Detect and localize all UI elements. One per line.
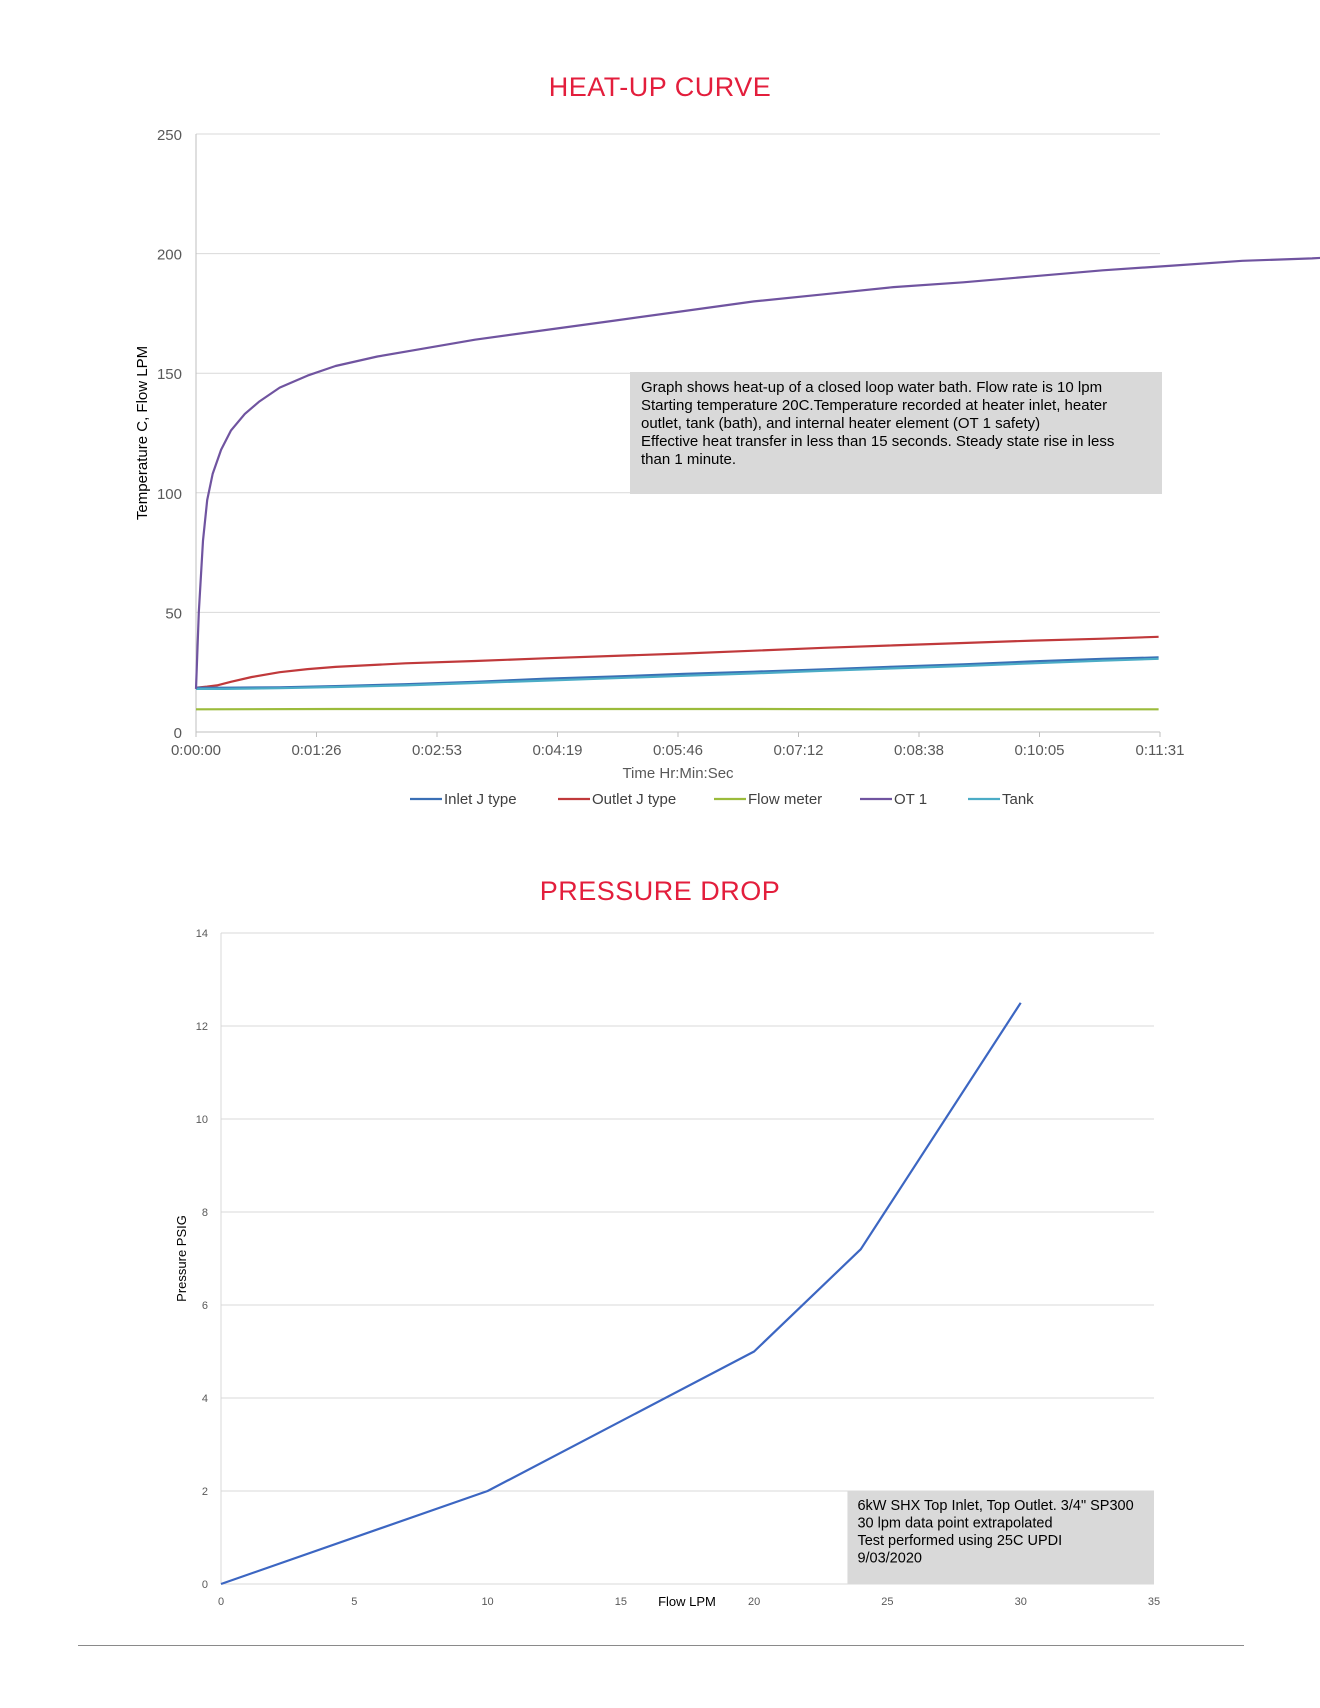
y-tick-label: 2 [202, 1486, 208, 1498]
series-line-outlet-j-type [195, 635, 1159, 689]
y-tick-label: 200 [157, 247, 182, 264]
x-tick-label: 30 [1015, 1596, 1027, 1608]
y-tick-label: 6 [202, 1300, 208, 1312]
annotation-box [847, 1491, 1154, 1584]
series-line-ot-1 [194, 256, 1320, 689]
legend-label: Flow meter [748, 791, 822, 808]
y-tick-label: 150 [157, 366, 182, 383]
annotation-line: Test performed using 25C UPDI [857, 1533, 1062, 1549]
x-tick-label: 0:05:46 [653, 742, 703, 759]
x-tick-label: 15 [615, 1596, 627, 1608]
y-tick-label: 8 [202, 1207, 208, 1219]
annotation-line: outlet, tank (bath), and internal heater… [641, 415, 1040, 432]
pressure-chart-title: PRESSURE DROP [539, 876, 781, 906]
x-tick-label: 0:02:53 [412, 742, 462, 759]
series-line-inlet-j-type [196, 656, 1159, 689]
pressure-series-line [220, 1002, 1022, 1586]
y-tick-label: 0 [174, 725, 182, 742]
y-tick-label: 10 [196, 1114, 208, 1126]
x-tick-label: 10 [481, 1596, 493, 1608]
x-axis-title: Time Hr:Min:Sec [622, 765, 734, 782]
y-tick-label: 12 [196, 1021, 208, 1033]
annotation-line: 9/03/2020 [857, 1551, 922, 1567]
legend-label: Inlet J type [444, 791, 517, 808]
x-tick-label: 0:04:19 [532, 742, 582, 759]
x-axis-title: Flow LPM [658, 1594, 716, 1609]
y-tick-label: 4 [202, 1393, 208, 1405]
x-tick-label: 0:00:00 [171, 742, 221, 759]
x-tick-label: 0:01:26 [291, 742, 341, 759]
series-line-tank [196, 657, 1159, 690]
legend-label: Tank [1002, 791, 1034, 808]
annotation-box [630, 372, 1162, 494]
y-tick-label: 250 [157, 127, 182, 144]
heatup-chart-title: HEAT-UP CURVE [548, 72, 772, 102]
heatup-chart: 0 50 100 150 200 250 0:00:00 0:01:26 0:02:53 0:04… [134, 127, 1320, 808]
x-tick-label: 20 [748, 1596, 760, 1608]
x-tick-label: 0:10:05 [1014, 742, 1064, 759]
bottom-divider [78, 1645, 1244, 1646]
x-tick-label: 0:07:12 [773, 742, 823, 759]
legend-label: Outlet J type [592, 791, 676, 808]
y-tick-label: 100 [157, 486, 182, 503]
x-tick-label: 25 [881, 1596, 893, 1608]
x-tick-label: 0 [218, 1596, 224, 1608]
y-axis-title: Temperature C, Flow LPM [134, 346, 151, 520]
y-tick-label: 14 [196, 928, 208, 940]
annotation-line: Starting temperature 20C.Temperature rec… [641, 397, 1107, 414]
x-tick-label: 0:11:31 [1136, 742, 1185, 759]
y-axis-title: Pressure PSIG [174, 1215, 189, 1302]
x-tick-label: 0:08:38 [894, 742, 944, 759]
y-tick-label: 50 [165, 605, 182, 622]
annotation-line: 6kW SHX Top Inlet, Top Outlet. 3/4" SP30… [857, 1498, 1133, 1514]
x-tick-label: 35 [1148, 1596, 1160, 1608]
annotation-line: Effective heat transfer in less than 15 … [641, 433, 1114, 450]
y-tick-label: 0 [202, 1579, 208, 1591]
annotation-line: than 1 minute. [641, 451, 736, 468]
annotation-line: Graph shows heat-up of a closed loop wat… [641, 379, 1102, 396]
legend-label: OT 1 [894, 791, 927, 808]
x-tick-label: 5 [351, 1596, 357, 1608]
annotation-line: 30 lpm data point extrapolated [857, 1516, 1052, 1532]
